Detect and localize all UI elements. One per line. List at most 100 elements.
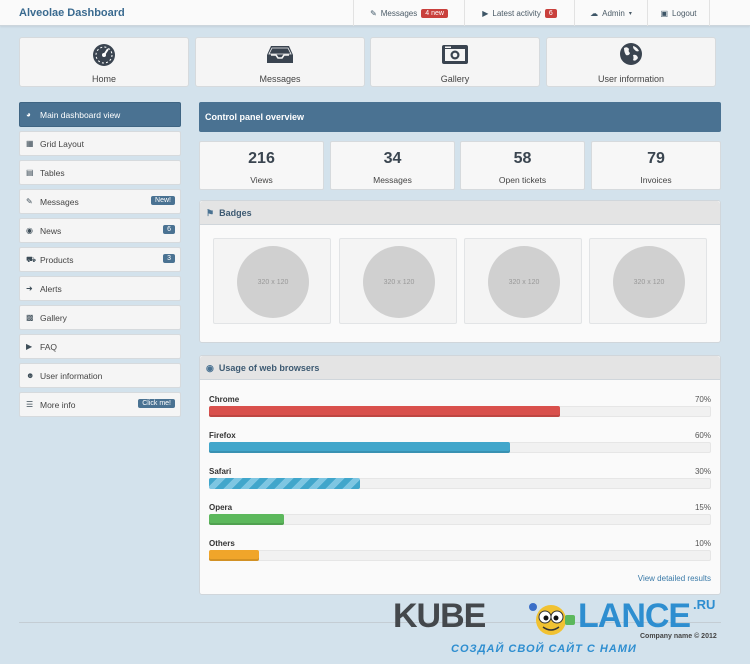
sidebar-item-products[interactable]: ⛟ Products 3 [19, 247, 181, 272]
sidebar-item-news[interactable]: ◉ News 6 [19, 218, 181, 243]
progress-track [209, 514, 711, 525]
sidebar-item-label: FAQ [40, 341, 58, 352]
stat-label: Views [250, 175, 273, 185]
megaphone-icon: ▶ [26, 342, 33, 351]
progress-track [209, 550, 711, 561]
sidebar-item-tables[interactable]: ▤ Tables [19, 160, 181, 185]
nav-logout[interactable]: ▣ Logout [647, 0, 710, 26]
bolt-icon: ➜ [26, 284, 33, 293]
browsers-panel: ◉ Usage of web browsers Chrome 70% Firefox 6… [199, 355, 721, 595]
sidebar-item-faq[interactable]: ▶ FAQ [19, 334, 181, 359]
stat-value: 79 [647, 150, 665, 167]
click-me-badge[interactable]: Click me! [138, 399, 175, 408]
nav-logout-label: Logout [672, 8, 697, 18]
lock-icon: ▣ [660, 8, 669, 18]
progress-bar [209, 514, 284, 525]
stat-invoices: 79 Invoices [591, 141, 721, 190]
brand-title[interactable]: Alveolae Dashboard [19, 7, 125, 19]
sidebar-item-label: Alerts [40, 283, 62, 294]
top-nav: ✎ Messages 4 new ▶ Latest activity 6 ☁ A… [353, 0, 710, 26]
sidebar-badge: 3 [163, 254, 175, 263]
sidebar-item-label: Products [40, 254, 74, 265]
sidebar-item-label: Gallery [40, 312, 67, 323]
sidebar-item-messages[interactable]: ✎ Messages New! [19, 189, 181, 214]
progress-bar [209, 478, 360, 489]
stat-label: Open tickets [498, 175, 547, 185]
stat-value: 58 [513, 150, 532, 167]
dashboard-icon: ◕ [26, 110, 31, 119]
progress-bar [209, 442, 510, 453]
watermark-word-kube: KUBE [393, 597, 486, 635]
browser-name: Chrome [209, 395, 240, 404]
watermark-tagline: СОЗДАЙ СВОЙ САЙТ С НАМИ [451, 643, 637, 655]
badges-panel-title: Badges [219, 208, 252, 218]
stat-value: 34 [383, 150, 402, 167]
sidebar-item-label: Grid Layout [40, 138, 84, 149]
watermark-logo: KUBE LANCE .RU Company name © 2012 СОЗДА… [393, 597, 723, 659]
stat-open-tickets: 58 Open tickets [460, 141, 585, 190]
tile-gallery[interactable]: Gallery [370, 37, 540, 87]
stat-messages: 34 Messages [330, 141, 455, 190]
mascot-icon [529, 603, 575, 635]
top-navbar: Alveolae Dashboard ✎ Messages 4 new ▶ La… [0, 0, 750, 26]
tag-icon: ⚑ [206, 208, 215, 218]
browser-percent: 15% [694, 503, 711, 512]
progress-bar [209, 550, 259, 561]
tile-messages[interactable]: Messages [195, 37, 365, 87]
tile-user-information-label: User information [597, 74, 665, 84]
sidebar-item-user-information[interactable]: ☻ User information [19, 363, 181, 388]
thumbnail[interactable]: 320 x 120 [339, 238, 457, 324]
sidebar-item-alerts[interactable]: ➜ Alerts [19, 276, 181, 301]
sidebar-item-label: More info [40, 399, 76, 410]
nav-admin[interactable]: ☁ Admin ▾ [574, 0, 647, 26]
globe-icon [547, 41, 715, 66]
browser-percent: 70% [694, 395, 711, 404]
tile-home-label: Home [91, 74, 116, 84]
chat-icon: ✎ [26, 197, 33, 206]
sidebar-badge: New! [151, 196, 175, 205]
thumbnail-placeholder: 320 x 120 [363, 246, 435, 318]
badges-panel-header: ⚑ Badges [200, 201, 720, 225]
thumbnail-placeholder: 320 x 120 [613, 246, 685, 318]
browsers-panel-title: Usage of web browsers [218, 363, 320, 373]
sidebar-item-main-dashboard[interactable]: ◕ Main dashboard view [19, 102, 181, 127]
badges-panel: ⚑ Badges 320 x 120 320 x 120 320 x 120 32… [199, 200, 721, 343]
globe-icon: ◉ [26, 226, 33, 235]
sidebar-item-label: Tables [40, 167, 65, 178]
stat-label: Invoices [640, 175, 672, 185]
sidebar-item-label: Main dashboard view [40, 109, 121, 120]
thumbnail[interactable]: 320 x 120 [213, 238, 331, 324]
nav-latest-activity[interactable]: ▶ Latest activity 6 [464, 0, 574, 26]
megaphone-icon: ▶ [482, 8, 489, 18]
chevron-down-icon: ▾ [628, 10, 632, 17]
thumbnail[interactable]: 320 x 120 [589, 238, 707, 324]
nav-admin-label: Admin [602, 8, 625, 18]
footer-divider [19, 622, 721, 623]
thumbnail[interactable]: 320 x 120 [464, 238, 582, 324]
tile-user-information[interactable]: User information [546, 37, 716, 87]
watermark-tld: .RU [693, 597, 716, 612]
table-icon: ▤ [26, 168, 34, 177]
browsers-panel-header: ◉ Usage of web browsers [200, 356, 720, 380]
browser-name: Opera [209, 503, 233, 512]
nav-messages-label: Messages [380, 8, 418, 18]
browser-name: Safari [209, 467, 232, 476]
view-detailed-results-link[interactable]: View detailed results [637, 574, 711, 583]
tile-home[interactable]: Home [19, 37, 189, 87]
sidebar-item-more-info[interactable]: ☰ More info Click me! [19, 392, 181, 417]
activity-badge: 6 [544, 8, 557, 18]
nav-messages[interactable]: ✎ Messages 4 new [353, 0, 464, 26]
copyright-text: Company name © 2012 [640, 633, 717, 640]
globe-icon: ◉ [206, 363, 214, 373]
browser-percent: 60% [694, 431, 711, 440]
messages-badge: 4 new [421, 8, 448, 18]
browser-percent: 30% [694, 467, 711, 476]
tile-gallery-label: Gallery [440, 74, 470, 84]
chat-icon: ✎ [370, 8, 377, 18]
dashboard-icon [20, 41, 188, 66]
list-icon: ☰ [26, 400, 34, 409]
sidebar-item-grid-layout[interactable]: ▦ Grid Layout [19, 131, 181, 156]
sidebar-item-gallery[interactable]: ▩ Gallery [19, 305, 181, 330]
stat-label: Messages [373, 175, 412, 185]
stat-views: 216 Views [199, 141, 324, 190]
